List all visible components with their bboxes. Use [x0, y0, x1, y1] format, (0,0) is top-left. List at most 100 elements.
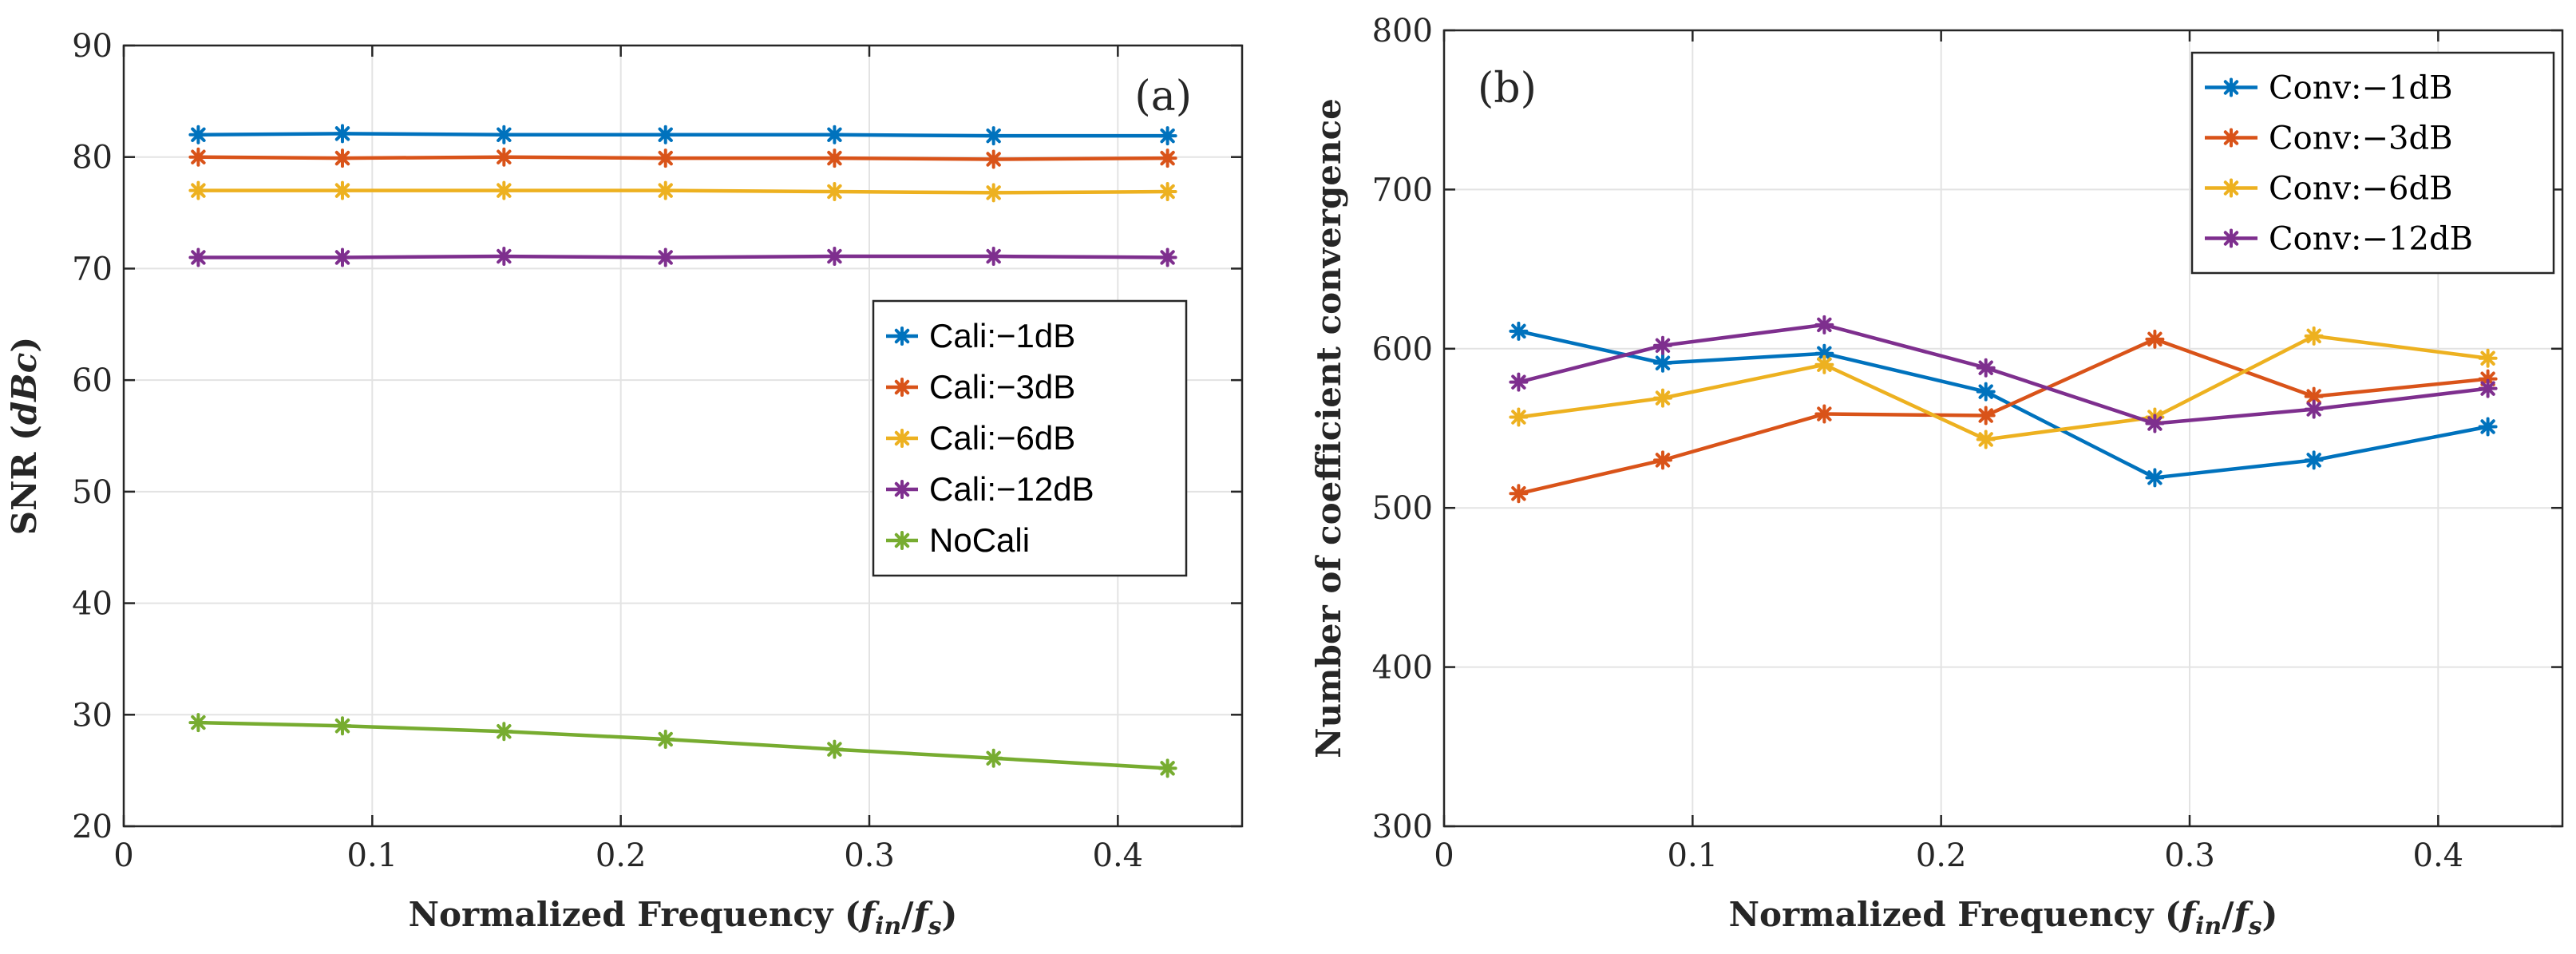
panel-b-convergence-chart: 0 0.1 0.2 0.3 0.4 300 400 500 600 700 800 Normalize… [1309, 13, 2564, 940]
data-point [1976, 382, 1996, 402]
x-axis-label-text: Normalized Frequency ( [409, 895, 861, 934]
y-tick-label: 800 [1372, 13, 1433, 49]
data-point-stroke-3 [2480, 419, 2495, 434]
y-axis-label-unit: dBc [5, 353, 44, 425]
data-point [983, 149, 1003, 169]
data-point-stroke-3 [1978, 360, 1993, 375]
data-point [2478, 378, 2498, 398]
data-point [332, 716, 352, 736]
data-point-stroke-3 [1655, 453, 1671, 468]
x-axis-label-slash: / [901, 895, 914, 934]
series-4 [188, 247, 1177, 267]
legend: Cali:−1dB Cali:−3dB Cali:−6dB Cali:−12dB NoC… [872, 299, 1188, 577]
data-point [2304, 326, 2324, 346]
legend-entry: NoCali [886, 521, 1030, 559]
data-point [188, 125, 208, 144]
x-tick-label: 0.4 [2413, 837, 2464, 874]
y-tick-label: 90 [72, 28, 113, 65]
legend-marker [892, 378, 912, 397]
series-3 [188, 180, 1177, 203]
data-point [983, 247, 1003, 267]
data-point [494, 722, 514, 742]
data-point [2304, 450, 2324, 470]
series-5 [188, 713, 1177, 778]
legend-marker-stroke-3 [894, 430, 910, 446]
data-point-stroke-3 [497, 183, 512, 198]
data-point [1814, 315, 1834, 334]
y-tick-label: 60 [72, 362, 113, 399]
data-point [1509, 407, 1529, 427]
data-point [983, 748, 1003, 768]
data-point [494, 125, 514, 144]
data-point [655, 125, 675, 144]
legend-entry: Conv:−3dB [2205, 121, 2453, 157]
data-point-stroke-3 [1160, 150, 1175, 166]
y-axis-label: Number of coefficient convergence [1309, 98, 1348, 758]
legend-marker-stroke-3 [2223, 231, 2239, 246]
axes-box [122, 44, 1244, 828]
legend-entry: Cali:−12dB [886, 470, 1094, 508]
data-point-stroke-3 [334, 150, 350, 166]
x-tick-label: 0 [113, 837, 133, 874]
data-point-stroke-3 [334, 718, 350, 734]
data-point [188, 247, 208, 267]
legend-box [2190, 51, 2555, 275]
data-point-stroke-3 [658, 183, 673, 198]
ticks: 0 0.1 0.2 0.3 0.4 20 30 40 50 60 70 80 90 [72, 28, 1242, 874]
data-point [1976, 429, 1996, 449]
data-point-stroke-3 [1655, 338, 1671, 354]
data-point-stroke-3 [827, 127, 842, 142]
legend-label: Conv:−12dB [2269, 221, 2473, 258]
legend-box [872, 299, 1188, 577]
data-point-stroke-3 [191, 127, 206, 142]
data-point [655, 148, 675, 168]
legend-label: Conv:−1dB [2269, 70, 2453, 107]
data-point [332, 148, 352, 168]
data-point [2478, 348, 2498, 368]
x-axis-label-close: ) [941, 895, 957, 934]
data-point [1652, 335, 1672, 355]
data-point-stroke-3 [1511, 486, 1526, 501]
x-axis-label-sub: in [875, 912, 901, 940]
data-point [825, 182, 845, 202]
data-point-stroke-3 [497, 127, 512, 142]
x-axis-label: Normalized Frequency (fin/fs) [409, 895, 958, 940]
data-point [2145, 329, 2165, 349]
x-axis-label-text: Normalized Frequency ( [1729, 895, 2181, 934]
data-point-stroke-3 [334, 183, 350, 198]
data-point-stroke-3 [2306, 389, 2321, 404]
x-tick-label: 0.1 [347, 837, 398, 874]
panel-label: (b) [1478, 65, 1537, 113]
legend-marker [892, 429, 912, 448]
data-point-stroke-3 [191, 250, 206, 265]
data-point-stroke-3 [2480, 381, 2495, 396]
data-point-stroke-3 [1160, 250, 1175, 265]
x-tick-label: 0.2 [1916, 837, 1967, 874]
y-tick-label: 500 [1372, 490, 1433, 527]
data-point [188, 713, 208, 733]
data-point-stroke-3 [1511, 374, 1526, 390]
data-point [1652, 388, 1672, 408]
data-point [2145, 468, 2165, 488]
legend-marker [2222, 228, 2241, 248]
data-point-stroke-3 [986, 152, 1001, 167]
x-axis-label-sub: s [2248, 912, 2262, 940]
data-point-stroke-3 [986, 750, 1001, 766]
legend-marker [2222, 128, 2241, 148]
data-point [655, 730, 675, 750]
series-4 [1509, 315, 2498, 433]
data-point [983, 183, 1003, 203]
data-point-stroke-3 [1817, 317, 1832, 333]
y-tick-label: 300 [1372, 809, 1433, 845]
data-point [494, 247, 514, 267]
data-point-stroke-3 [2480, 350, 2495, 366]
data-point-stroke-3 [1978, 408, 1993, 423]
legend-label: Conv:−3dB [2269, 121, 2453, 157]
legend-entry: Cali:−6dB [886, 419, 1075, 457]
data-point [655, 247, 675, 267]
data-point-stroke-3 [986, 185, 1001, 200]
data-point [1976, 406, 1996, 426]
data-point-stroke-3 [2147, 331, 2162, 347]
data-point [1652, 450, 1672, 470]
legend-marker-stroke-3 [2223, 130, 2239, 145]
